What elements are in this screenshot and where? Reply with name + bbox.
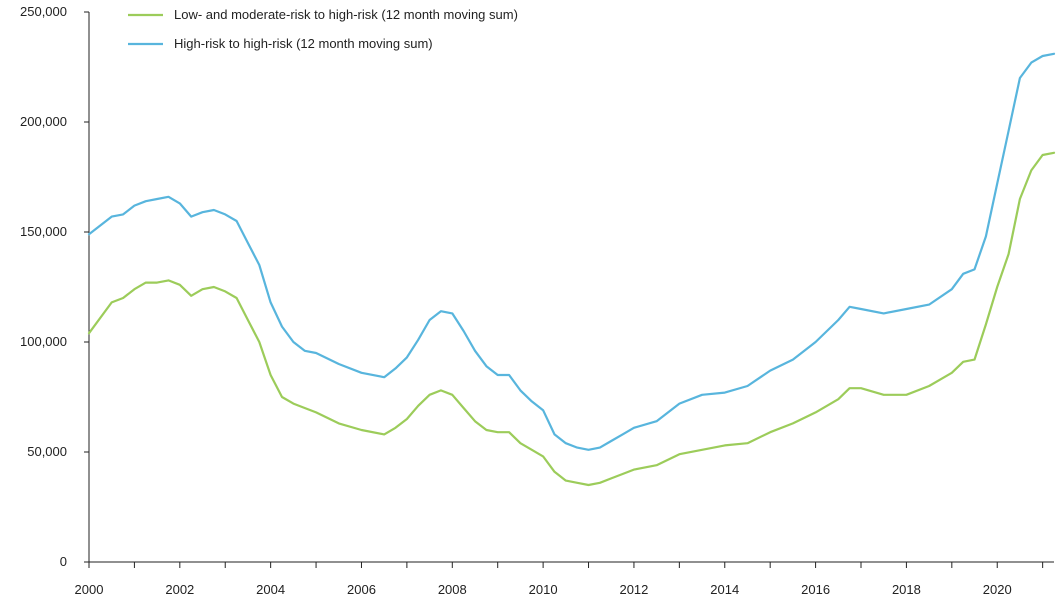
y-tick-label: 100,000 xyxy=(20,334,67,349)
x-tick-label: 2010 xyxy=(529,582,558,597)
x-tick-label: 2020 xyxy=(983,582,1012,597)
y-tick-label: 150,000 xyxy=(20,224,67,239)
y-axis: 0 50,000 100,000 150,000 200,000 250,000 xyxy=(20,4,90,569)
x-tick-label: 2018 xyxy=(892,582,921,597)
x-tick-label: 2014 xyxy=(710,582,739,597)
y-tick-label: 0 xyxy=(60,554,67,569)
x-axis: 2000 2002 2004 2006 2008 2010 2012 2014 2016 2018… xyxy=(75,561,1054,597)
x-tick-label: 2002 xyxy=(165,582,194,597)
x-tick-label: 2004 xyxy=(256,582,285,597)
x-tick-label: 2008 xyxy=(438,582,467,597)
series-layer xyxy=(87,52,1056,487)
x-tick-label: 2006 xyxy=(347,582,376,597)
y-tick-label: 250,000 xyxy=(20,4,67,19)
legend-label: High-risk to high-risk (12 month moving … xyxy=(174,36,433,51)
y-tick-label: 200,000 xyxy=(20,114,67,129)
x-tick-label: 2000 xyxy=(75,582,104,597)
x-tick-label: 2016 xyxy=(801,582,830,597)
x-tick-label: 2012 xyxy=(619,582,648,597)
legend-label: Low- and moderate-risk to high-risk (12 … xyxy=(174,7,518,22)
y-tick-label: 50,000 xyxy=(27,444,67,459)
series-line-high-to-high xyxy=(87,52,1056,451)
legend: Low- and moderate-risk to high-risk (12 … xyxy=(128,7,518,51)
series-line-low-moderate-to-high xyxy=(87,151,1056,487)
